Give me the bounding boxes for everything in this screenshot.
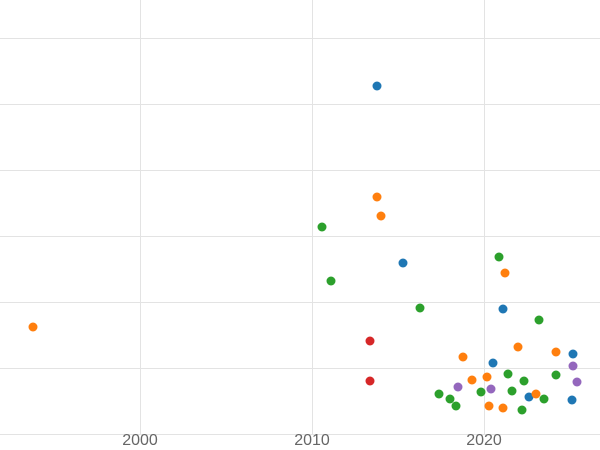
data-point-series-orange [467, 375, 477, 385]
y-gridline [0, 368, 600, 369]
data-point-series-blue [398, 258, 408, 268]
data-point-series-orange [551, 347, 561, 357]
data-point-series-orange [372, 192, 382, 202]
data-point-series-green [494, 252, 504, 262]
data-point-series-orange [513, 342, 523, 352]
data-point-series-green [317, 222, 327, 232]
y-gridline [0, 38, 600, 39]
data-point-series-purple [486, 384, 496, 394]
data-point-series-purple [568, 361, 578, 371]
x-tick-label: 2000 [122, 432, 158, 449]
y-gridline [0, 434, 600, 435]
data-point-series-red [365, 336, 375, 346]
data-point-series-green [507, 386, 517, 396]
data-point-series-green [551, 370, 561, 380]
x-gridline [140, 0, 141, 434]
x-tick-label: 2010 [294, 432, 330, 449]
data-point-series-green [415, 303, 425, 313]
y-gridline [0, 236, 600, 237]
data-point-series-orange [498, 403, 508, 413]
x-gridline [312, 0, 313, 434]
data-point-series-blue [498, 304, 508, 314]
y-gridline [0, 104, 600, 105]
data-point-series-green [503, 369, 513, 379]
data-point-series-blue [568, 349, 578, 359]
data-point-series-green [326, 276, 336, 286]
data-point-series-green [519, 376, 529, 386]
data-point-series-green [451, 401, 461, 411]
x-tick-label: 2020 [466, 432, 502, 449]
data-point-series-orange [376, 211, 386, 221]
data-point-series-green [434, 389, 444, 399]
data-point-series-green [534, 315, 544, 325]
data-point-series-purple [572, 377, 582, 387]
data-point-series-blue [488, 358, 498, 368]
data-point-series-orange [28, 322, 38, 332]
data-point-series-orange [500, 268, 510, 278]
x-gridline [484, 0, 485, 434]
data-point-series-orange [482, 372, 492, 382]
data-point-series-green [445, 394, 455, 404]
data-point-series-purple [453, 382, 463, 392]
data-point-series-blue [372, 81, 382, 91]
data-point-series-orange [531, 389, 541, 399]
y-gridline [0, 170, 600, 171]
data-point-series-blue [567, 395, 577, 405]
data-point-series-green [517, 405, 527, 415]
data-point-series-blue [524, 392, 534, 402]
data-point-series-red [365, 376, 375, 386]
data-point-series-green [476, 387, 486, 397]
data-point-series-orange [484, 401, 494, 411]
data-point-series-orange [458, 352, 468, 362]
y-gridline [0, 302, 600, 303]
data-point-series-green [539, 394, 549, 404]
